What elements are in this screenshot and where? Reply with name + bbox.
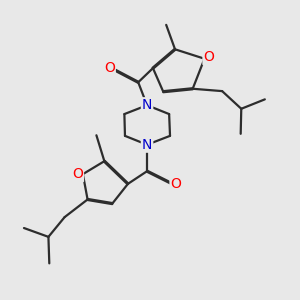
Text: N: N (142, 98, 152, 112)
Text: O: O (170, 177, 181, 190)
Text: N: N (142, 138, 152, 152)
Text: O: O (72, 167, 83, 181)
Text: O: O (104, 61, 115, 75)
Text: O: O (203, 50, 214, 64)
